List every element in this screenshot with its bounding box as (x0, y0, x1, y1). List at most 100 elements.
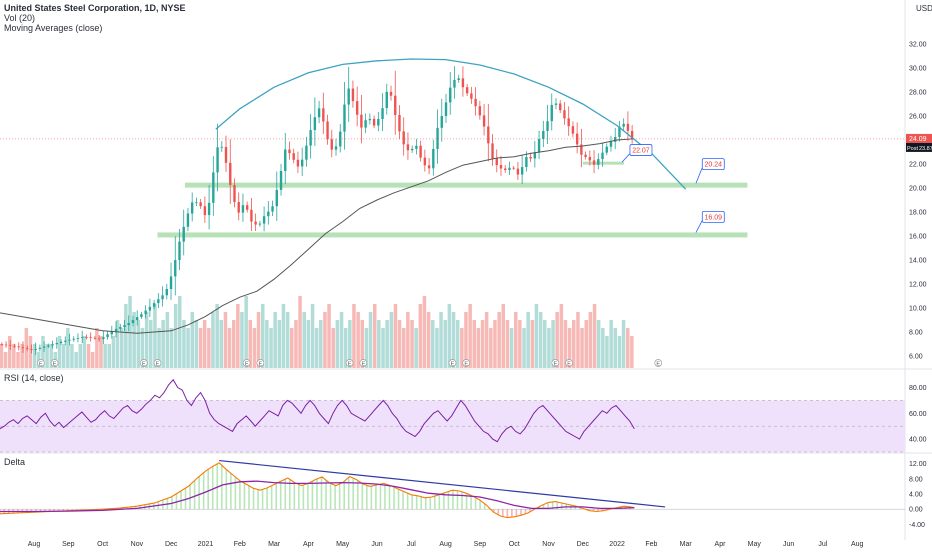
delta-tick-label: -4.00 (909, 522, 925, 529)
volume-bar (630, 336, 634, 368)
volume-bar (410, 320, 414, 368)
earnings-marker (256, 359, 265, 367)
volume-bar (426, 312, 431, 368)
candle-body (119, 326, 122, 329)
volume-bar (277, 320, 282, 368)
volume-bar (207, 328, 211, 368)
candle-body (59, 341, 63, 344)
volume-bar (460, 328, 464, 368)
candle-body (347, 88, 350, 105)
earnings-marker-label: E (361, 362, 365, 368)
candle-body (372, 118, 376, 126)
support-zone (157, 232, 748, 238)
candle-body (89, 337, 92, 339)
price-tick-label: 12.00 (909, 282, 927, 289)
candle-body (385, 91, 388, 109)
volume-bar (605, 336, 609, 368)
post-price-label: Post (907, 146, 918, 152)
volume-bar (451, 312, 456, 368)
candle-body (212, 172, 215, 203)
volume-bar (368, 312, 373, 368)
candle-body (516, 168, 520, 175)
volume-bar (144, 312, 149, 368)
volume-bar (190, 312, 194, 368)
time-tick-label: Oct (509, 541, 520, 548)
candle-body (622, 123, 625, 127)
volume-bar (422, 296, 427, 368)
volume-bar (509, 328, 514, 368)
candle-body (279, 170, 283, 190)
time-tick-label: Sep (62, 541, 75, 548)
candle-body (93, 337, 97, 339)
volume-bar (480, 320, 485, 368)
candle-body (402, 131, 405, 145)
candle-body (317, 108, 321, 118)
support-20-note-leader (695, 167, 703, 184)
candle-body (13, 345, 16, 347)
earnings-marker (153, 359, 162, 367)
candle-body (216, 147, 219, 173)
candle-body (512, 167, 515, 169)
earnings-marker (359, 359, 368, 367)
volume-bar (32, 344, 37, 368)
candle-body (288, 149, 291, 154)
volume-bar (505, 320, 510, 368)
volume-bar (352, 304, 356, 368)
volume-bar (161, 320, 165, 368)
candle-body (127, 323, 130, 326)
volume-bar (435, 328, 439, 368)
candle-body (449, 87, 452, 103)
candle-body (313, 117, 317, 131)
earnings-marker (462, 359, 471, 367)
earnings-marker-label: E (464, 362, 468, 368)
candle-body (110, 331, 114, 335)
delta-legend[interactable]: Delta (4, 457, 26, 467)
candle-body (157, 299, 160, 304)
candle-body (559, 103, 562, 111)
candle-body (76, 337, 80, 339)
volume-bar (298, 296, 302, 368)
volume-bar (551, 320, 555, 368)
earnings-marker-label: E (259, 362, 263, 368)
candle-body (148, 306, 152, 311)
volume-bar (290, 328, 294, 368)
volume-bar (323, 312, 327, 368)
rsi-tick-label: 60.00 (909, 411, 927, 418)
candle-body (364, 120, 367, 128)
candle-body (178, 241, 181, 260)
volume-bar (227, 328, 232, 368)
volume-bar (78, 344, 82, 368)
candle-body (601, 152, 604, 160)
volume-bar (103, 344, 107, 368)
ma-legend[interactable]: Moving Averages (close) (4, 23, 103, 33)
volume-bar (194, 320, 199, 368)
volume-bar (310, 304, 315, 368)
candle-body (351, 88, 355, 102)
candle-body (123, 325, 126, 327)
time-tick-label: Jun (783, 541, 794, 548)
time-tick-label: Aug (439, 541, 452, 548)
candle-body (453, 80, 456, 88)
time-tick-label: Aug (28, 541, 41, 548)
candle-body (377, 119, 380, 126)
candle-body (419, 145, 422, 158)
last-price-value: 24.09 (909, 136, 927, 143)
volume-bar (149, 320, 153, 368)
rsi-legend[interactable]: RSI (14, close) (4, 373, 64, 383)
volume-bar (232, 320, 236, 368)
delta-slow-line (0, 480, 635, 513)
volume-bar (182, 320, 186, 368)
volume-bar (335, 320, 340, 368)
volume-bar (621, 320, 626, 368)
volume-bar (99, 336, 103, 368)
time-tick-label: 2022 (609, 541, 625, 548)
earnings-marker (139, 359, 148, 367)
candle-body (415, 145, 418, 149)
volume-bar (381, 328, 385, 368)
volume-bar (95, 328, 99, 368)
volume-legend[interactable]: Vol (20) (4, 13, 36, 23)
volume-bar (107, 344, 111, 368)
earnings-marker-label: E (348, 362, 352, 368)
